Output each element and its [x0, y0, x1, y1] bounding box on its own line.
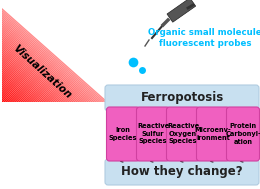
Polygon shape — [2, 15, 100, 102]
FancyBboxPatch shape — [107, 107, 140, 161]
Polygon shape — [2, 29, 85, 102]
Polygon shape — [2, 44, 68, 102]
Polygon shape — [2, 8, 108, 102]
Polygon shape — [2, 21, 93, 102]
Polygon shape — [2, 33, 80, 102]
Polygon shape — [2, 31, 83, 102]
Polygon shape — [2, 64, 44, 102]
Polygon shape — [2, 36, 76, 102]
Polygon shape — [2, 93, 12, 102]
Polygon shape — [2, 85, 21, 102]
Polygon shape — [2, 63, 47, 102]
Polygon shape — [2, 96, 8, 102]
Text: Organic small molecule
fluorescent probes: Organic small molecule fluorescent probe… — [148, 28, 260, 48]
Polygon shape — [2, 38, 74, 102]
Polygon shape — [2, 27, 87, 102]
Polygon shape — [2, 83, 23, 102]
Polygon shape — [2, 57, 53, 102]
Polygon shape — [2, 76, 32, 102]
Polygon shape — [2, 81, 25, 102]
Polygon shape — [2, 77, 30, 102]
Polygon shape — [2, 19, 95, 102]
FancyBboxPatch shape — [136, 107, 170, 161]
FancyBboxPatch shape — [105, 159, 259, 185]
FancyBboxPatch shape — [197, 107, 230, 161]
Polygon shape — [2, 61, 49, 102]
Polygon shape — [2, 66, 42, 102]
Polygon shape — [2, 25, 89, 102]
Polygon shape — [2, 68, 40, 102]
Polygon shape — [2, 79, 28, 102]
FancyBboxPatch shape — [226, 107, 259, 161]
Polygon shape — [2, 98, 6, 102]
Text: Iron
Species: Iron Species — [109, 127, 137, 141]
Polygon shape — [2, 55, 55, 102]
Polygon shape — [2, 10, 106, 102]
Polygon shape — [2, 47, 63, 102]
Polygon shape — [2, 100, 4, 102]
Polygon shape — [2, 59, 51, 102]
Polygon shape — [2, 23, 91, 102]
Polygon shape — [2, 74, 34, 102]
Polygon shape — [2, 34, 78, 102]
Text: Visualization: Visualization — [11, 43, 73, 101]
Polygon shape — [2, 49, 61, 102]
Polygon shape — [2, 17, 98, 102]
Polygon shape — [2, 42, 70, 102]
Polygon shape — [2, 14, 102, 102]
Text: How they change?: How they change? — [121, 166, 243, 178]
Polygon shape — [2, 94, 10, 102]
FancyBboxPatch shape — [166, 107, 199, 161]
Text: Protein
Carbonyl-
ation: Protein Carbonyl- ation — [225, 123, 260, 145]
FancyBboxPatch shape — [167, 0, 196, 22]
FancyBboxPatch shape — [105, 85, 259, 111]
Polygon shape — [2, 40, 72, 102]
Polygon shape — [2, 89, 17, 102]
Polygon shape — [2, 72, 36, 102]
Polygon shape — [2, 46, 66, 102]
Polygon shape — [2, 53, 57, 102]
Polygon shape — [2, 70, 38, 102]
Polygon shape — [2, 12, 104, 102]
Text: Reactive
Oxygen
Species: Reactive Oxygen Species — [167, 123, 199, 145]
Text: Microenv-
ironment: Microenv- ironment — [195, 127, 231, 141]
Polygon shape — [2, 91, 15, 102]
Polygon shape — [2, 51, 59, 102]
Polygon shape — [2, 87, 19, 102]
Text: Reactive
Sulfur
Species: Reactive Sulfur Species — [137, 123, 169, 145]
Text: Ferropotosis: Ferropotosis — [140, 91, 224, 105]
